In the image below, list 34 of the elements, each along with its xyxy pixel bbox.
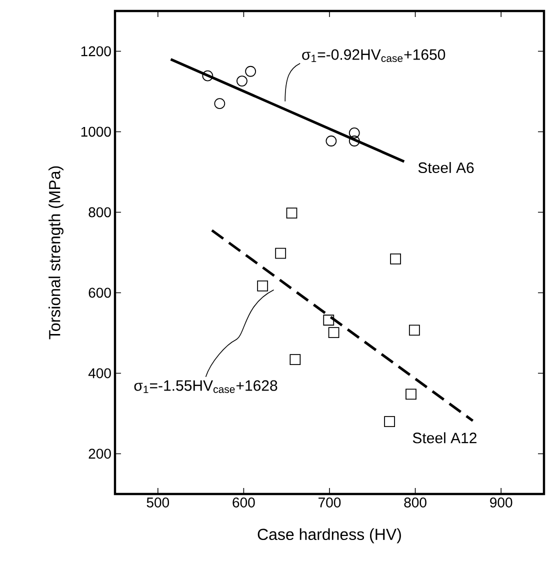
- y-tick-label: 400: [88, 368, 111, 378]
- point: [323, 314, 334, 326]
- point: [348, 136, 360, 146]
- point: [328, 327, 340, 338]
- x-tick-label: 600: [232, 498, 255, 508]
- y-tick-label: 200: [88, 448, 111, 459]
- point: [275, 248, 286, 259]
- x-tick-label: 900: [490, 498, 512, 508]
- point: [348, 128, 360, 138]
- point: [202, 70, 214, 82]
- point: [236, 76, 248, 86]
- y-tick-label: 1200: [81, 46, 111, 56]
- y-tick-label: 800: [88, 207, 111, 218]
- y-tick-label: 1000: [81, 126, 111, 137]
- point: [326, 136, 337, 146]
- point: [390, 253, 402, 264]
- point: [384, 416, 395, 427]
- point: [408, 324, 420, 336]
- point: [286, 208, 298, 219]
- point: [245, 66, 256, 77]
- x-axis-title: Case hardness (HV): [258, 528, 401, 544]
- series-label: Steel A12: [412, 432, 476, 444]
- y-tick-label: 600: [88, 288, 111, 298]
- annotation: σ$_{1}$=-0.92HV$_{case}$+1650: [302, 49, 446, 62]
- series-label: Steel A6: [418, 162, 474, 174]
- point: [257, 280, 268, 292]
- x-tick-label: 800: [404, 498, 426, 508]
- x-tick-label: 500: [146, 498, 170, 508]
- point: [214, 98, 226, 110]
- point: [290, 354, 301, 366]
- point: [406, 388, 416, 400]
- y-axis-title: Torsional strength (MPa): [48, 166, 64, 340]
- x-tick-label: 700: [318, 498, 341, 508]
- annotation: σ$_{1}$=-1.55HV$_{case}$+1628: [134, 380, 278, 393]
